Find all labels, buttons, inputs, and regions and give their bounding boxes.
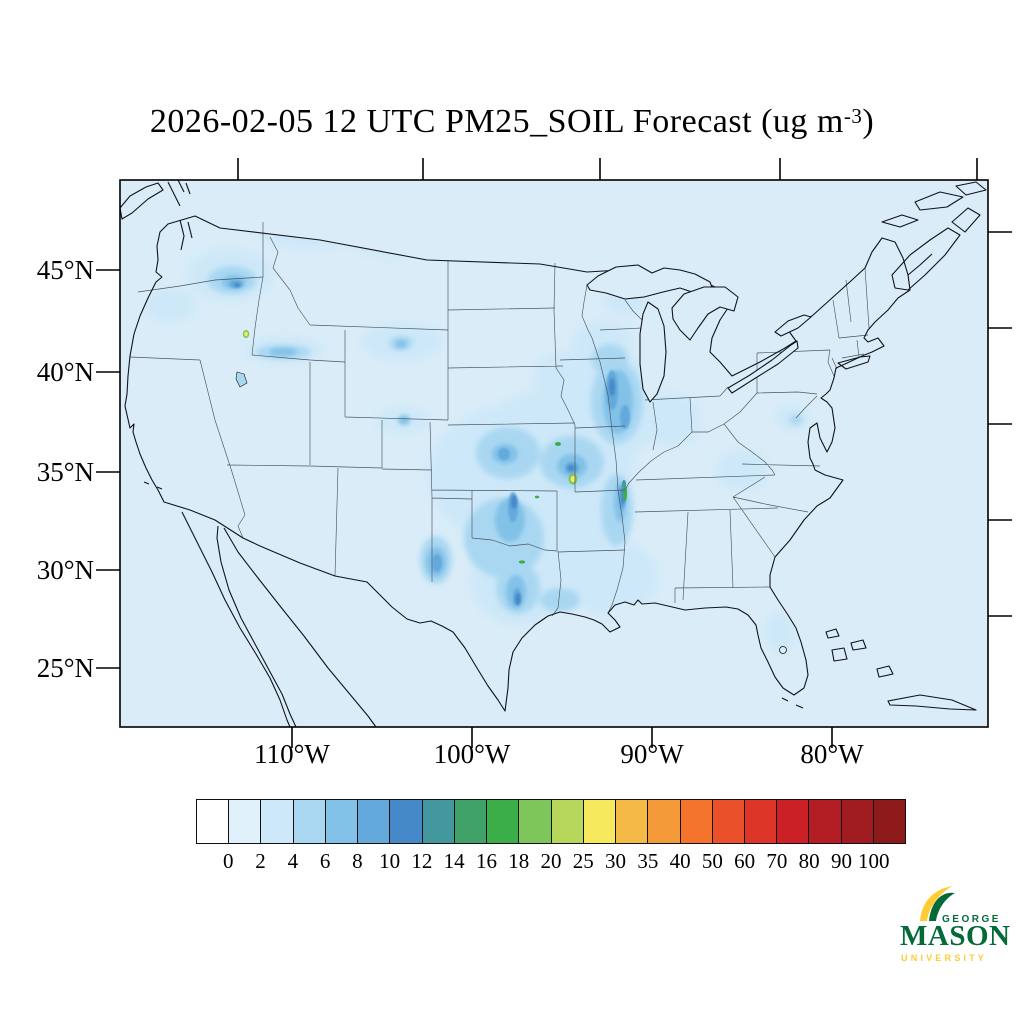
colorbar-tick-label: 80 bbox=[798, 849, 820, 873]
colorbar-cell bbox=[583, 800, 617, 843]
page-title: 2026-02-05 12 UTC PM25_SOIL Forecast (ug… bbox=[0, 103, 1024, 141]
colorbar-cell bbox=[873, 800, 906, 843]
pm25-layer-core bbox=[234, 283, 626, 605]
colorbar-cell bbox=[519, 800, 552, 843]
colorbar-tick-label: 50 bbox=[701, 849, 723, 873]
long-island bbox=[837, 355, 871, 370]
axis-ticks bbox=[96, 158, 1012, 748]
lat-label-35n: 35°N bbox=[36, 457, 94, 487]
caribbean-islands bbox=[143, 481, 977, 711]
canada-coast-islands bbox=[119, 179, 987, 291]
colorbar-cell bbox=[551, 800, 584, 843]
lake-ontario bbox=[774, 314, 812, 337]
title-exponent: -3 bbox=[843, 104, 863, 128]
colorbar-labels: 0 2 4 6 8 10 12 14 16 18 20 25 30 35 40 50 60 70 80 90 100 bbox=[196, 849, 906, 875]
lake-superior bbox=[586, 264, 714, 300]
colorbar-cell bbox=[422, 800, 455, 843]
lat-label-25n: 25°N bbox=[36, 653, 94, 683]
us-outline bbox=[124, 215, 911, 712]
colorbar-cell bbox=[809, 800, 842, 843]
colorbar-tick-label: 8 bbox=[352, 849, 363, 873]
colorbar-tick-label: 16 bbox=[475, 849, 497, 873]
colorbar-cell bbox=[358, 800, 391, 843]
lake-michigan bbox=[639, 301, 667, 403]
colorbar-cell bbox=[229, 800, 262, 843]
colorbar-tick-label: 25 bbox=[572, 849, 594, 873]
lat-label-30n: 30°N bbox=[36, 555, 94, 585]
lat-label-40n: 40°N bbox=[36, 357, 94, 387]
colorbar-tick-label: 100 bbox=[857, 849, 890, 873]
colorbar-tick-label: 18 bbox=[508, 849, 530, 873]
conus-map bbox=[96, 158, 1012, 748]
colorbar-cell bbox=[197, 800, 230, 843]
colorbar-tick-label: 70 bbox=[766, 849, 788, 873]
colorbar-tick-label: 30 bbox=[605, 849, 627, 873]
lake-huron bbox=[671, 286, 739, 341]
map-frame bbox=[119, 179, 989, 728]
colorbar-cell bbox=[454, 800, 488, 843]
mexico-coast bbox=[181, 511, 377, 728]
colorbar-tick-label: 12 bbox=[411, 849, 433, 873]
colorbar-cell bbox=[616, 800, 649, 843]
colorbar-tick-label: 20 bbox=[540, 849, 562, 873]
colorbar-cell bbox=[293, 800, 326, 843]
colorbar-cell bbox=[680, 800, 713, 843]
colorbar-cell bbox=[487, 800, 520, 843]
gmu-university-text: UNIVERSITY bbox=[901, 953, 988, 963]
colorbar bbox=[196, 799, 906, 844]
colorbar-tick-label: 60 bbox=[734, 849, 756, 873]
gmu-george-text: GEORGE bbox=[942, 914, 1001, 925]
colorbar-tick-label: 14 bbox=[443, 849, 465, 873]
colorbar-cell bbox=[390, 800, 423, 843]
colorbar-cell bbox=[712, 800, 745, 843]
great-salt-lake bbox=[235, 371, 248, 388]
lake-erie bbox=[727, 340, 799, 394]
pm25-layer-strong bbox=[229, 280, 630, 606]
colorbar-tick-label: 6 bbox=[319, 849, 331, 873]
colorbar-tick-label: 2 bbox=[255, 849, 266, 873]
gmu-logo: GEORGE MASON UNIVERSITY bbox=[892, 886, 1022, 980]
colorbar-tick-label: 90 bbox=[830, 849, 852, 873]
colorbar-cell bbox=[744, 800, 778, 843]
colorbar-tick-label: 35 bbox=[637, 849, 659, 873]
colorbar-tick-label: 0 bbox=[223, 849, 234, 873]
coastlines bbox=[119, 179, 987, 728]
colorbar-cell bbox=[841, 800, 874, 843]
lake-okeechobee bbox=[779, 646, 787, 654]
state-boundaries bbox=[129, 222, 870, 617]
colorbar-cell bbox=[648, 800, 681, 843]
colorbar-cell bbox=[777, 800, 810, 843]
colorbar-cell bbox=[261, 800, 294, 843]
colorbar-cell bbox=[325, 800, 359, 843]
lat-label-45n: 45°N bbox=[36, 255, 94, 285]
colorbar-tick-label: 4 bbox=[287, 849, 299, 873]
gmu-mason-text: MASON bbox=[900, 920, 1011, 952]
colorbar-tick-label: 40 bbox=[669, 849, 691, 873]
gmu-leaf-icon bbox=[920, 886, 955, 921]
colorbar-tick-label: 10 bbox=[379, 849, 401, 873]
title-text: 2026-02-05 12 UTC PM25_SOIL Forecast (ug… bbox=[149, 103, 844, 140]
title-suffix: ) bbox=[862, 103, 875, 140]
